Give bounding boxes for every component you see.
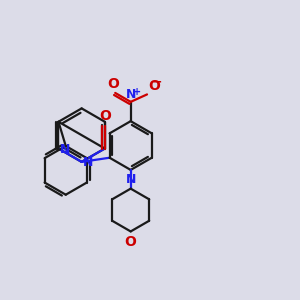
Text: N: N (60, 142, 70, 156)
Text: O: O (99, 109, 111, 123)
Text: N: N (125, 173, 136, 186)
Text: N: N (83, 156, 94, 169)
Text: O: O (125, 235, 136, 249)
Text: +: + (133, 86, 141, 97)
Text: O: O (148, 79, 160, 93)
Text: −: − (151, 76, 162, 88)
Text: N: N (126, 88, 136, 101)
Text: O: O (107, 77, 119, 92)
